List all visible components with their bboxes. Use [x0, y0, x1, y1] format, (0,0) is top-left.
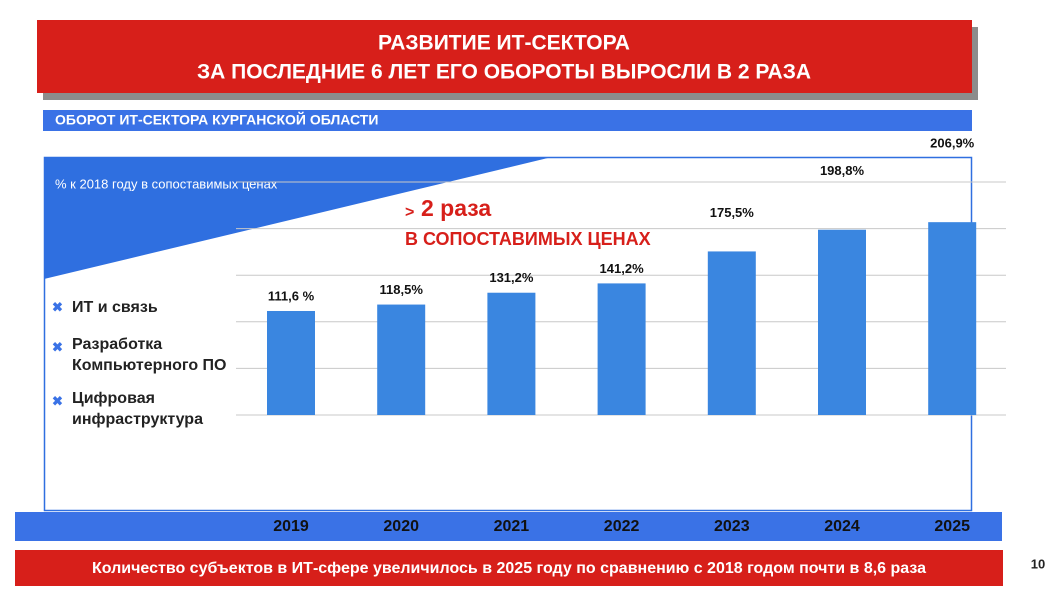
title-line: ЗА ПОСЛЕДНИЕ 6 ЛЕТ ЕГО ОБОРОТЫ ВЫРОСЛИ В…	[197, 61, 811, 84]
list-bullet: ✖	[52, 393, 63, 408]
value-label: 141,2%	[600, 261, 645, 276]
x-tick-label: 2019	[273, 518, 309, 535]
title-line: РАЗВИТИЕ ИТ-СЕКТОРА	[378, 32, 630, 55]
bar	[818, 229, 866, 415]
subtitle: ОБОРОТ ИТ-СЕКТОРА КУРГАНСКОЙ ОБЛАСТИ	[55, 111, 378, 128]
x-tick-label: 2022	[604, 518, 640, 535]
corner-triangle	[44, 157, 552, 279]
bar	[597, 283, 646, 415]
list-bullet: ✖	[52, 299, 63, 314]
value-label: 118,5%	[380, 282, 424, 297]
list-item: Компьютерного ПО	[72, 357, 227, 374]
bar	[377, 304, 426, 415]
value-label: 175,5%	[710, 205, 755, 220]
x-tick-label: 2025	[934, 518, 970, 535]
x-tick-label: 2021	[494, 518, 530, 535]
list-item: Цифровая	[72, 390, 155, 407]
value-label: 131,2%	[489, 270, 534, 285]
bar	[707, 251, 756, 415]
footnote: Количество субъектов в ИТ-сфере увеличил…	[92, 560, 926, 577]
page-number: 10	[1031, 556, 1045, 571]
annotation: 2 раза	[421, 195, 491, 221]
x-tick-label: 2020	[383, 518, 419, 535]
subtitle-bar	[43, 110, 972, 131]
list-item: ИТ и связь	[72, 299, 158, 316]
bar	[267, 310, 315, 415]
category-bar	[15, 512, 1002, 541]
list-item: Разработка	[72, 336, 162, 353]
annotation-sign: >	[405, 204, 414, 221]
bar	[487, 292, 536, 415]
value-label: 206,9%	[930, 136, 975, 151]
x-tick-label: 2024	[824, 518, 860, 535]
list-item: инфраструктура	[72, 411, 203, 428]
value-label: 198,8%	[820, 163, 865, 178]
list-bullet: ✖	[52, 339, 63, 354]
bar	[928, 222, 977, 415]
y-label: % к 2018 году в сопоставимых ценах	[55, 176, 278, 191]
footnote-box	[15, 550, 1003, 586]
value-label: 111,6 %	[268, 288, 315, 303]
annotation: В СОПОСТАВИМЫХ ЦЕНАХ	[405, 229, 651, 249]
x-tick-label: 2023	[714, 518, 750, 535]
title-box	[37, 20, 972, 93]
